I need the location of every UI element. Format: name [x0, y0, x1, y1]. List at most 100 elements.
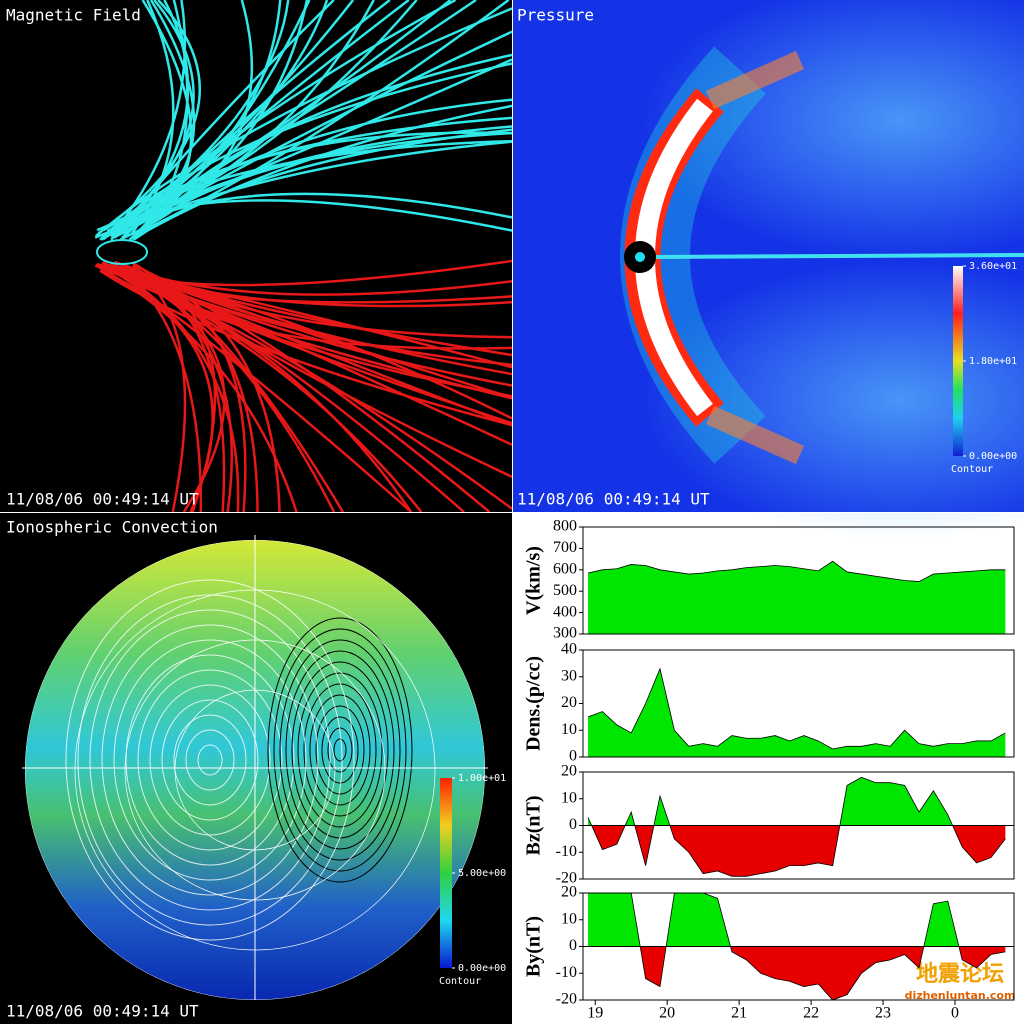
- y-tick-label: 600: [553, 560, 577, 577]
- field-line: [123, 0, 329, 235]
- x-tick-label: 20: [659, 1005, 675, 1022]
- field-line: [106, 265, 413, 513]
- field-line: [101, 140, 513, 238]
- field-line: [130, 0, 175, 235]
- x-tick-label: 0: [951, 1005, 959, 1022]
- field-line: [102, 260, 240, 513]
- field-line: [106, 269, 513, 510]
- y-tick-label: 10: [561, 910, 577, 927]
- colorbar-label: Contour: [439, 976, 481, 987]
- area: [588, 668, 1006, 757]
- contour: [315, 705, 365, 795]
- contour: [101, 624, 319, 896]
- magnetic-panel: [0, 0, 512, 512]
- y-axis-label: Dens.(p/cc): [523, 656, 545, 751]
- x-tick-label: 23: [875, 1005, 891, 1022]
- field-line: [94, 264, 513, 420]
- area-negative: [588, 825, 1006, 877]
- tail: [649, 253, 1024, 259]
- colorbar-tick-label: 0.00e+00: [458, 963, 506, 974]
- y-tick-label: 0: [569, 748, 577, 765]
- y-tick-label: -20: [556, 991, 577, 1008]
- colorbar-tick-label: 0.00e+00: [969, 451, 1017, 462]
- field-line: [132, 265, 513, 478]
- contour: [77, 594, 343, 926]
- field-line: [133, 128, 513, 241]
- y-tick-label: 40: [561, 641, 577, 658]
- x-tick-label: 21: [731, 1005, 747, 1022]
- contour: [279, 639, 401, 861]
- planet-core: [635, 252, 645, 262]
- y-tick-label: -10: [556, 843, 577, 860]
- y-tick-label: 20: [561, 884, 577, 901]
- colorbar: [440, 778, 452, 968]
- contour: [65, 579, 355, 941]
- colorbar-tick-label: 3.60e+01: [969, 261, 1017, 272]
- contour: [197, 744, 223, 776]
- pressure-map: [620, 0, 1024, 540]
- contour: [173, 714, 247, 806]
- y-tick-label: 20: [561, 763, 577, 780]
- field-line: [95, 7, 513, 238]
- timestamp: 11/08/06 00:49:14 UT: [6, 1002, 199, 1021]
- x-tick-label: 22: [803, 1005, 819, 1022]
- field-line: [94, 58, 513, 239]
- y-tick-label: 500: [553, 582, 577, 599]
- timestamp: 11/08/06 00:49:14 UT: [517, 490, 710, 509]
- colorbar-tick-label: 1.80e+01: [969, 356, 1017, 367]
- field-line: [107, 0, 196, 237]
- glow: [640, 0, 1024, 260]
- y-axis-label: By(nT): [523, 916, 545, 977]
- area: [588, 777, 1006, 826]
- field-loop: [96, 239, 148, 265]
- y-tick-label: 10: [561, 789, 577, 806]
- watermark-url: dizhenluntan.com: [905, 989, 1016, 1002]
- series-line: [588, 892, 1006, 1001]
- contour: [161, 699, 259, 821]
- colorbar-tick-label: 1.00e+01: [458, 773, 506, 784]
- series-line: [587, 560, 1006, 582]
- contour: [297, 672, 383, 828]
- y-tick-label: 30: [561, 667, 577, 684]
- y-tick-label: 10: [561, 721, 577, 738]
- field-line: [102, 116, 513, 240]
- contour: [309, 694, 371, 806]
- contour: [267, 617, 413, 883]
- contour: [273, 628, 407, 872]
- field-line: [131, 270, 247, 513]
- series-line: [587, 667, 1006, 750]
- y-tick-label: 20: [561, 694, 577, 711]
- field-line: [110, 0, 335, 241]
- contour: [321, 716, 359, 784]
- y-tick-label: 0: [569, 816, 577, 833]
- panel-title: Pressure: [517, 6, 594, 25]
- y-tick-label: 800: [553, 518, 577, 535]
- x-tick-label: 19: [587, 1005, 603, 1022]
- watermark: 地震论坛: [916, 961, 1004, 987]
- y-axis-label: Bz(nT): [523, 796, 545, 856]
- wing: [705, 50, 805, 110]
- area: [588, 561, 1006, 634]
- glow: [640, 260, 1024, 540]
- contour: [185, 729, 235, 791]
- y-tick-label: 0: [569, 937, 577, 954]
- y-tick-label: 400: [553, 603, 577, 620]
- contour: [89, 609, 331, 911]
- contour: [113, 639, 307, 881]
- area-negative: [588, 946, 1006, 1000]
- series-line: [587, 776, 1006, 877]
- plot-frame: [582, 526, 1015, 635]
- contour: [333, 738, 347, 762]
- field-line: [104, 263, 513, 367]
- field-lines: [94, 0, 513, 513]
- contour: [149, 684, 271, 836]
- area: [588, 893, 1006, 947]
- y-tick-label: -20: [556, 870, 577, 887]
- colorbar: [953, 266, 963, 456]
- convection-map: [22, 535, 488, 1000]
- field-line: [99, 269, 513, 427]
- panel-title: Magnetic Field: [6, 6, 141, 25]
- wing: [705, 405, 805, 465]
- timestamp: 11/08/06 00:49:14 UT: [6, 490, 199, 509]
